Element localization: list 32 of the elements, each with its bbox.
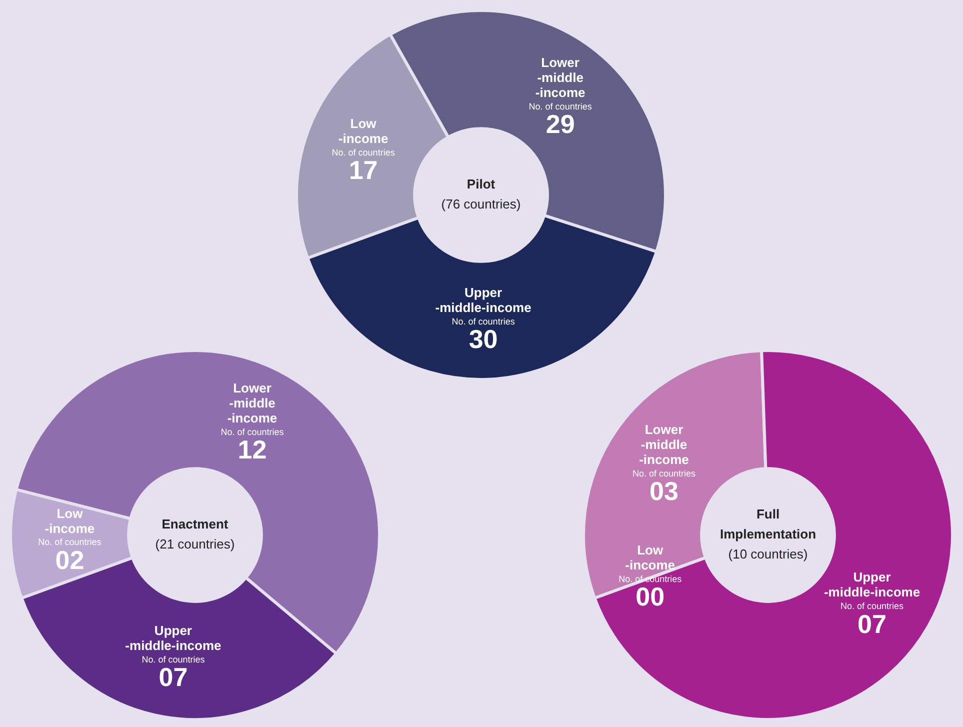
text: Full Implementation [720,506,816,542]
text: No. of countries [452,316,515,326]
text: No. of countries [840,601,904,612]
data-label: 07 [158,662,188,692]
text: No. of countries [38,537,102,548]
text: (10 countries) [728,546,808,562]
data-label: 17 [348,155,378,186]
data-label: 29 [546,108,575,139]
slice-label: Upper -middle-income [125,623,222,654]
text: No. of countries [142,654,205,665]
text: No. of countries [332,148,396,158]
data-label: 12 [238,434,267,465]
text: Enactment [162,516,229,532]
text: No. of countries [528,101,592,112]
data-label: 02 [55,544,84,575]
text: (76 countries) [441,196,521,212]
text: No. of countries [220,426,284,437]
text: Pilot [466,176,496,192]
slice-label: Low -income [338,116,388,146]
slice-label: Low -income [44,506,95,536]
slice-label: Upper -middle-income [824,570,920,600]
text: 00 [636,582,665,612]
slice-label: Lower -middle -income [639,422,689,467]
data-label: 03 [650,476,678,506]
category-label: Low -income [625,542,676,572]
data-label: 07 [858,608,886,639]
slice-label: Lower -middle -income [535,54,586,100]
text: No. of countries [632,468,696,478]
text: (21 countries) [155,536,235,552]
data-label: 30 [468,324,498,354]
slice-label: Lower -middle -income [227,380,278,426]
slice-label: Upper -middle-income [435,285,532,316]
